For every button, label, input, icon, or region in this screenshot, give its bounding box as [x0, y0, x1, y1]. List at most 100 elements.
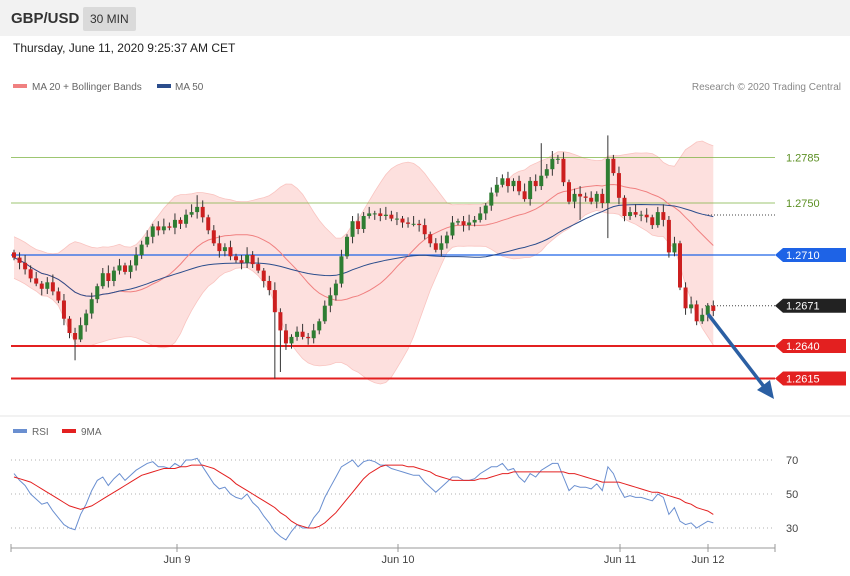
candle-body — [339, 256, 344, 284]
candle-body — [111, 270, 116, 281]
candle-body — [184, 214, 189, 224]
candle-body — [372, 213, 377, 215]
rsi-panel: 70 50 30 — [11, 455, 798, 541]
candle-body — [555, 158, 560, 160]
candle-body — [422, 225, 427, 235]
candle-body — [178, 219, 183, 224]
candle-body — [622, 197, 627, 216]
level-label-last: 1.2671 — [786, 301, 820, 313]
symbol-title: GBP/USD — [11, 10, 80, 27]
candle-body — [200, 206, 205, 218]
candle-body — [261, 270, 266, 281]
candle-body — [34, 278, 39, 284]
candle-body — [217, 243, 222, 252]
candle-body — [356, 221, 361, 229]
candle-body — [561, 158, 566, 183]
timeframe-button[interactable]: 30 MIN — [83, 7, 136, 31]
candle-body — [533, 180, 538, 187]
candle-body — [278, 312, 283, 331]
level-label-support: 1.2640 — [786, 341, 820, 353]
ma50-line — [13, 203, 714, 297]
candle-body — [583, 196, 588, 198]
candle-body — [383, 214, 388, 216]
candle-body — [134, 255, 139, 266]
candle-body — [189, 212, 194, 215]
candle-body — [483, 205, 488, 214]
candle-body — [661, 212, 666, 220]
candle-body — [500, 178, 505, 185]
candle-body — [650, 217, 655, 226]
candle-body — [378, 213, 383, 216]
ma20-line — [13, 183, 714, 301]
level-label-pivot: 1.2710 — [786, 250, 820, 262]
legend-label-ma50: MA 50 — [175, 82, 204, 93]
level-label-support: 1.2615 — [786, 374, 820, 386]
candle-body — [84, 313, 89, 326]
candle-body — [328, 295, 333, 306]
candle-body — [544, 169, 549, 176]
candle-body — [394, 218, 399, 220]
candle-body — [633, 212, 638, 215]
candle-body — [245, 255, 250, 263]
chart-header: GBP/USD 30 MIN — [0, 0, 850, 36]
candle-body — [300, 331, 305, 337]
candle-body — [256, 264, 261, 271]
candle-body — [683, 287, 688, 309]
candle-body — [711, 305, 716, 311]
candle-body — [228, 247, 233, 257]
candle-body — [333, 283, 338, 296]
candle-body — [694, 304, 699, 322]
candle-body — [600, 193, 605, 203]
candle-body — [206, 217, 211, 231]
candle-body — [311, 330, 316, 339]
candle-body — [705, 305, 710, 315]
candle-body — [528, 180, 533, 200]
legend-swatch-bollinger — [13, 84, 27, 88]
candle-body — [156, 226, 161, 231]
candle-body — [578, 193, 583, 197]
candle-body — [472, 219, 477, 223]
datetime-label: Thursday, June 11, 2020 9:25:37 AM CET — [13, 41, 236, 55]
candle-body — [489, 192, 494, 206]
candle-body — [450, 222, 455, 236]
level-tag-support — [775, 371, 846, 386]
candle-body — [406, 222, 411, 224]
candle-body — [45, 282, 50, 289]
legend-label-9ma: 9MA — [81, 427, 102, 438]
projection-arrowhead — [757, 380, 774, 399]
candle-body — [195, 206, 200, 213]
level-tag-support — [775, 339, 846, 353]
candle-body — [89, 299, 94, 314]
candle-body — [567, 182, 571, 202]
price-level-labels: 1.2785 1.2750 1.2710 1.2671 1.2640 1.2615 — [775, 153, 846, 386]
candle-body — [95, 286, 100, 300]
x-tick-label: Jun 10 — [381, 554, 414, 566]
candle-body — [628, 212, 633, 216]
candle-body — [461, 221, 466, 226]
candle-body — [295, 331, 300, 337]
candle-body — [678, 243, 682, 288]
candle-body — [700, 314, 705, 322]
candle-body — [439, 243, 444, 250]
candle-body — [145, 236, 150, 245]
candle-body — [23, 262, 28, 270]
level-tag-pivot — [775, 248, 846, 262]
candle-body — [456, 221, 460, 223]
candlesticks — [12, 135, 716, 379]
candle-body — [639, 214, 644, 216]
candle-body — [67, 318, 72, 333]
candle-body — [17, 257, 22, 263]
level-tag-last — [775, 298, 846, 313]
candle-body — [350, 221, 355, 237]
candle-body — [400, 218, 405, 223]
candle-body — [161, 226, 166, 231]
candle-body — [589, 197, 594, 202]
candle-body — [283, 330, 288, 344]
candle-body — [272, 290, 277, 313]
candle-body — [616, 173, 621, 198]
candle-body — [150, 226, 155, 237]
candle-body — [522, 191, 527, 200]
candle-body — [222, 247, 227, 252]
x-tick-label: Jun 12 — [691, 554, 724, 566]
candle-body — [505, 178, 510, 187]
